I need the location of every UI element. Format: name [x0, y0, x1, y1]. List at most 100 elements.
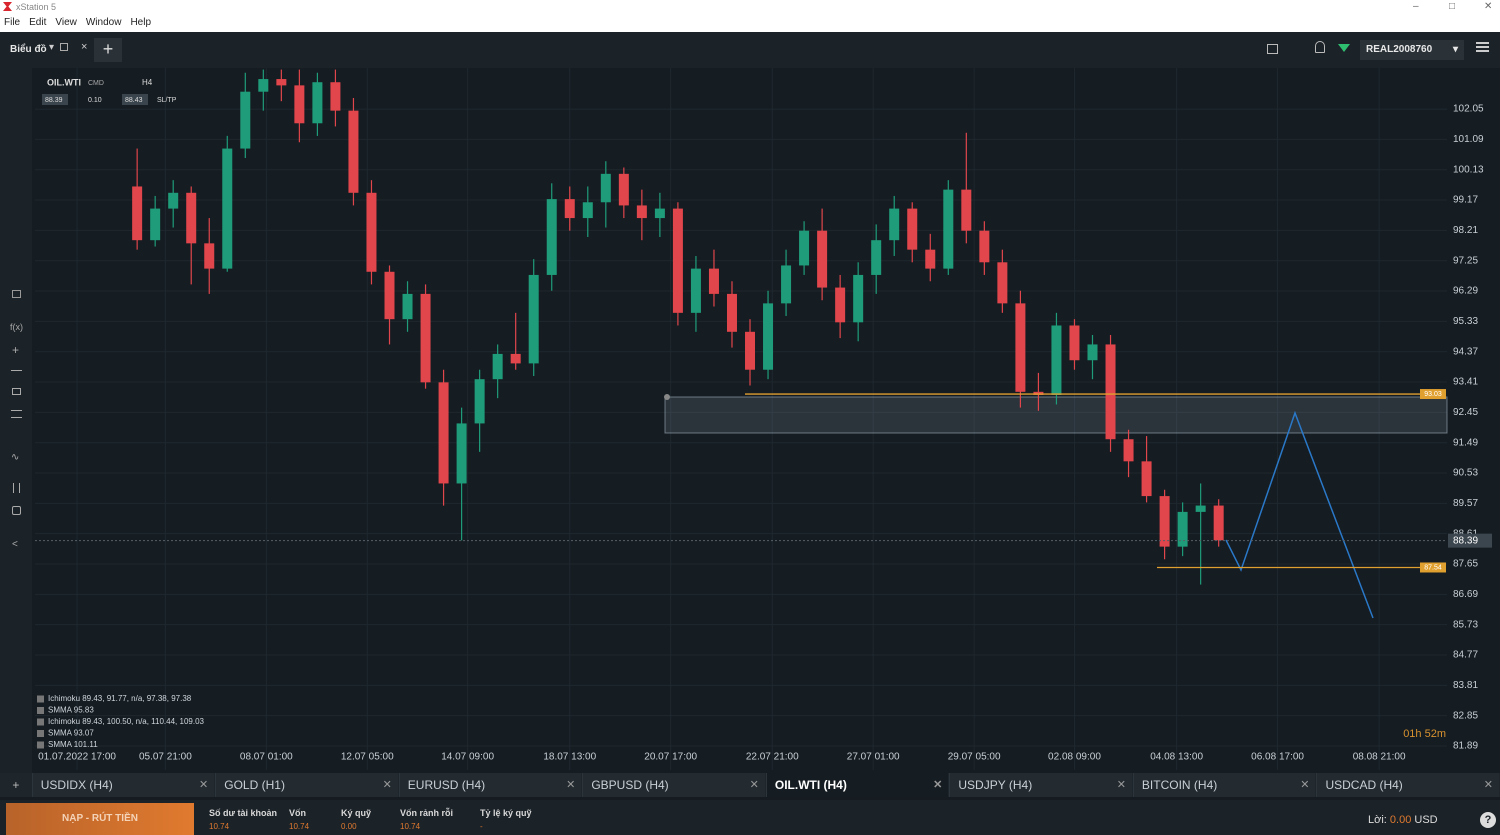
candle-body — [528, 274, 539, 364]
stat-label: Số dư tài khoản — [209, 808, 278, 818]
candle-body — [312, 82, 323, 124]
candle-timer: 01h 52m — [1403, 728, 1446, 740]
candle-body — [258, 79, 269, 92]
y-tick-label: 92.45 — [1453, 407, 1478, 418]
add-chart-button[interactable]: + — [94, 38, 122, 62]
candle-body — [186, 192, 197, 244]
tool-icon[interactable] — [11, 410, 22, 418]
drawing-handle[interactable] — [664, 394, 670, 400]
x-tick-label: 18.07 13:00 — [543, 752, 596, 763]
interval[interactable]: H4 — [142, 78, 153, 87]
symbol-kind: CMD — [88, 80, 104, 87]
candle-body — [636, 205, 647, 219]
menu-icon[interactable] — [1476, 42, 1489, 52]
tab-close[interactable]: ✕ — [1483, 779, 1493, 791]
price-box — [1448, 533, 1492, 548]
candle-body — [961, 189, 972, 231]
dropdown-arrow[interactable]: ▾ — [49, 42, 55, 53]
chart-tab[interactable]: USDIDX (H4) ✕ — [31, 773, 215, 797]
stat-value: 10.74 — [400, 822, 421, 831]
candle-body — [510, 353, 521, 364]
deposit-button[interactable]: NẠP - RÚT TIỀN — [6, 803, 194, 835]
tool-icon[interactable]: + — [12, 343, 20, 357]
chart-tab[interactable]: EURUSD (H4) ✕ — [398, 773, 582, 797]
tool-icon[interactable] — [12, 290, 21, 298]
account-stat: Vốn 10.74 — [289, 808, 309, 831]
chart-tab[interactable]: USDCAD (H4) ✕ — [1316, 773, 1499, 797]
tab-close[interactable]: ✕ — [566, 779, 576, 791]
menu-item[interactable]: Help — [130, 17, 152, 28]
toolbar: Biểu đồ ▾ × + REAL2008760 ▾ — [0, 32, 1500, 68]
layout-icon[interactable] — [1267, 44, 1278, 54]
level-box — [1420, 389, 1446, 400]
tab-close[interactable]: ✕ — [199, 779, 209, 791]
legend-entry: Ichimoku 89.43, 100.50, n/a, 110.44, 109… — [48, 717, 205, 726]
bid-box[interactable] — [42, 94, 68, 105]
chart-menu-button[interactable]: Biểu đồ — [10, 44, 47, 55]
tool-icon[interactable]: f(x) — [10, 322, 23, 332]
y-tick-label: 85.73 — [1453, 619, 1478, 630]
tool-icon[interactable]: < — [12, 539, 18, 550]
legend-entry: SMMA 93.07 — [48, 729, 94, 738]
legend-icon — [37, 741, 44, 749]
minimize-button[interactable]: – — [1413, 1, 1419, 12]
add-tab[interactable]: + — [12, 778, 20, 792]
candle-body — [546, 199, 557, 275]
candle-body — [997, 262, 1008, 304]
maximize-button[interactable]: □ — [1449, 1, 1456, 12]
level-box — [1420, 562, 1446, 573]
menu-item[interactable]: View — [55, 17, 77, 28]
account-stat: Vốn rảnh rỗi 10.74 — [400, 808, 453, 831]
y-tick-label: 82.85 — [1453, 710, 1478, 721]
menu-item[interactable]: File — [4, 17, 21, 28]
tool-icon[interactable] — [11, 370, 22, 371]
candle-body — [1141, 461, 1152, 497]
tool-icon[interactable]: ∿ — [11, 452, 20, 463]
ask-box[interactable] — [122, 94, 148, 105]
close-icon[interactable]: × — [81, 41, 88, 53]
candle-body — [1015, 303, 1026, 392]
candle-body — [871, 240, 882, 275]
chart-tab[interactable]: GBPUSD (H4) ✕ — [582, 773, 765, 797]
detach-icon[interactable] — [60, 43, 68, 51]
zone-drawing[interactable] — [664, 396, 1448, 434]
candle-body — [420, 293, 431, 383]
tab-close[interactable]: ✕ — [933, 779, 943, 791]
candle-body — [474, 379, 485, 424]
bid: 88.39 — [45, 97, 63, 104]
chart-tab[interactable]: BITCOIN (H4) ✕ — [1132, 773, 1316, 797]
tool-icon[interactable] — [12, 506, 21, 515]
candle-body — [1051, 325, 1062, 395]
x-tick-label: 29.07 05:00 — [948, 752, 1001, 763]
tool-icon[interactable] — [13, 483, 20, 493]
notification-icon[interactable] — [1315, 41, 1325, 53]
help-button[interactable]: ? — [1480, 812, 1496, 828]
candle-body — [799, 230, 810, 266]
projection-drawing[interactable] — [1225, 410, 1374, 619]
menu-item[interactable]: Edit — [29, 17, 47, 28]
tab-close[interactable]: ✕ — [1300, 779, 1310, 791]
tab-label: GBPUSD (H4) — [591, 778, 669, 792]
x-tick-label: 08.07 01:00 — [240, 752, 293, 763]
candle-body — [817, 230, 828, 288]
symbol[interactable]: OIL.WTI — [47, 77, 81, 87]
tab-label: OIL.WTI (H4) — [774, 778, 847, 792]
candle-body — [204, 243, 215, 269]
menu-item[interactable]: Window — [85, 17, 122, 28]
currency: USD — [1414, 814, 1438, 826]
close-button[interactable]: ✕ — [1484, 1, 1493, 12]
profit: Lời: 0.00 USD — [1368, 814, 1438, 826]
y-tick-label: 95.33 — [1453, 316, 1478, 327]
sltp-button[interactable]: SL/TP — [157, 97, 177, 104]
tab-close[interactable]: ✕ — [1116, 779, 1126, 791]
chart-tab[interactable]: OIL.WTI (H4) ✕ — [765, 773, 949, 797]
chart-tab[interactable]: GOLD (H1) ✕ — [215, 773, 398, 797]
legend-entry: Ichimoku 89.43, 91.77, n/a, 97.38, 97.38 — [48, 694, 192, 703]
tab-close[interactable]: ✕ — [749, 779, 759, 791]
legend-icon — [37, 730, 44, 737]
tool-icon[interactable] — [12, 388, 21, 395]
chart-tab[interactable]: USDJPY (H4) ✕ — [949, 773, 1132, 797]
level-label: 93.03 — [1424, 391, 1442, 398]
account-selector[interactable]: REAL2008760 ▾ — [1360, 40, 1464, 60]
tab-close[interactable]: ✕ — [382, 779, 392, 791]
